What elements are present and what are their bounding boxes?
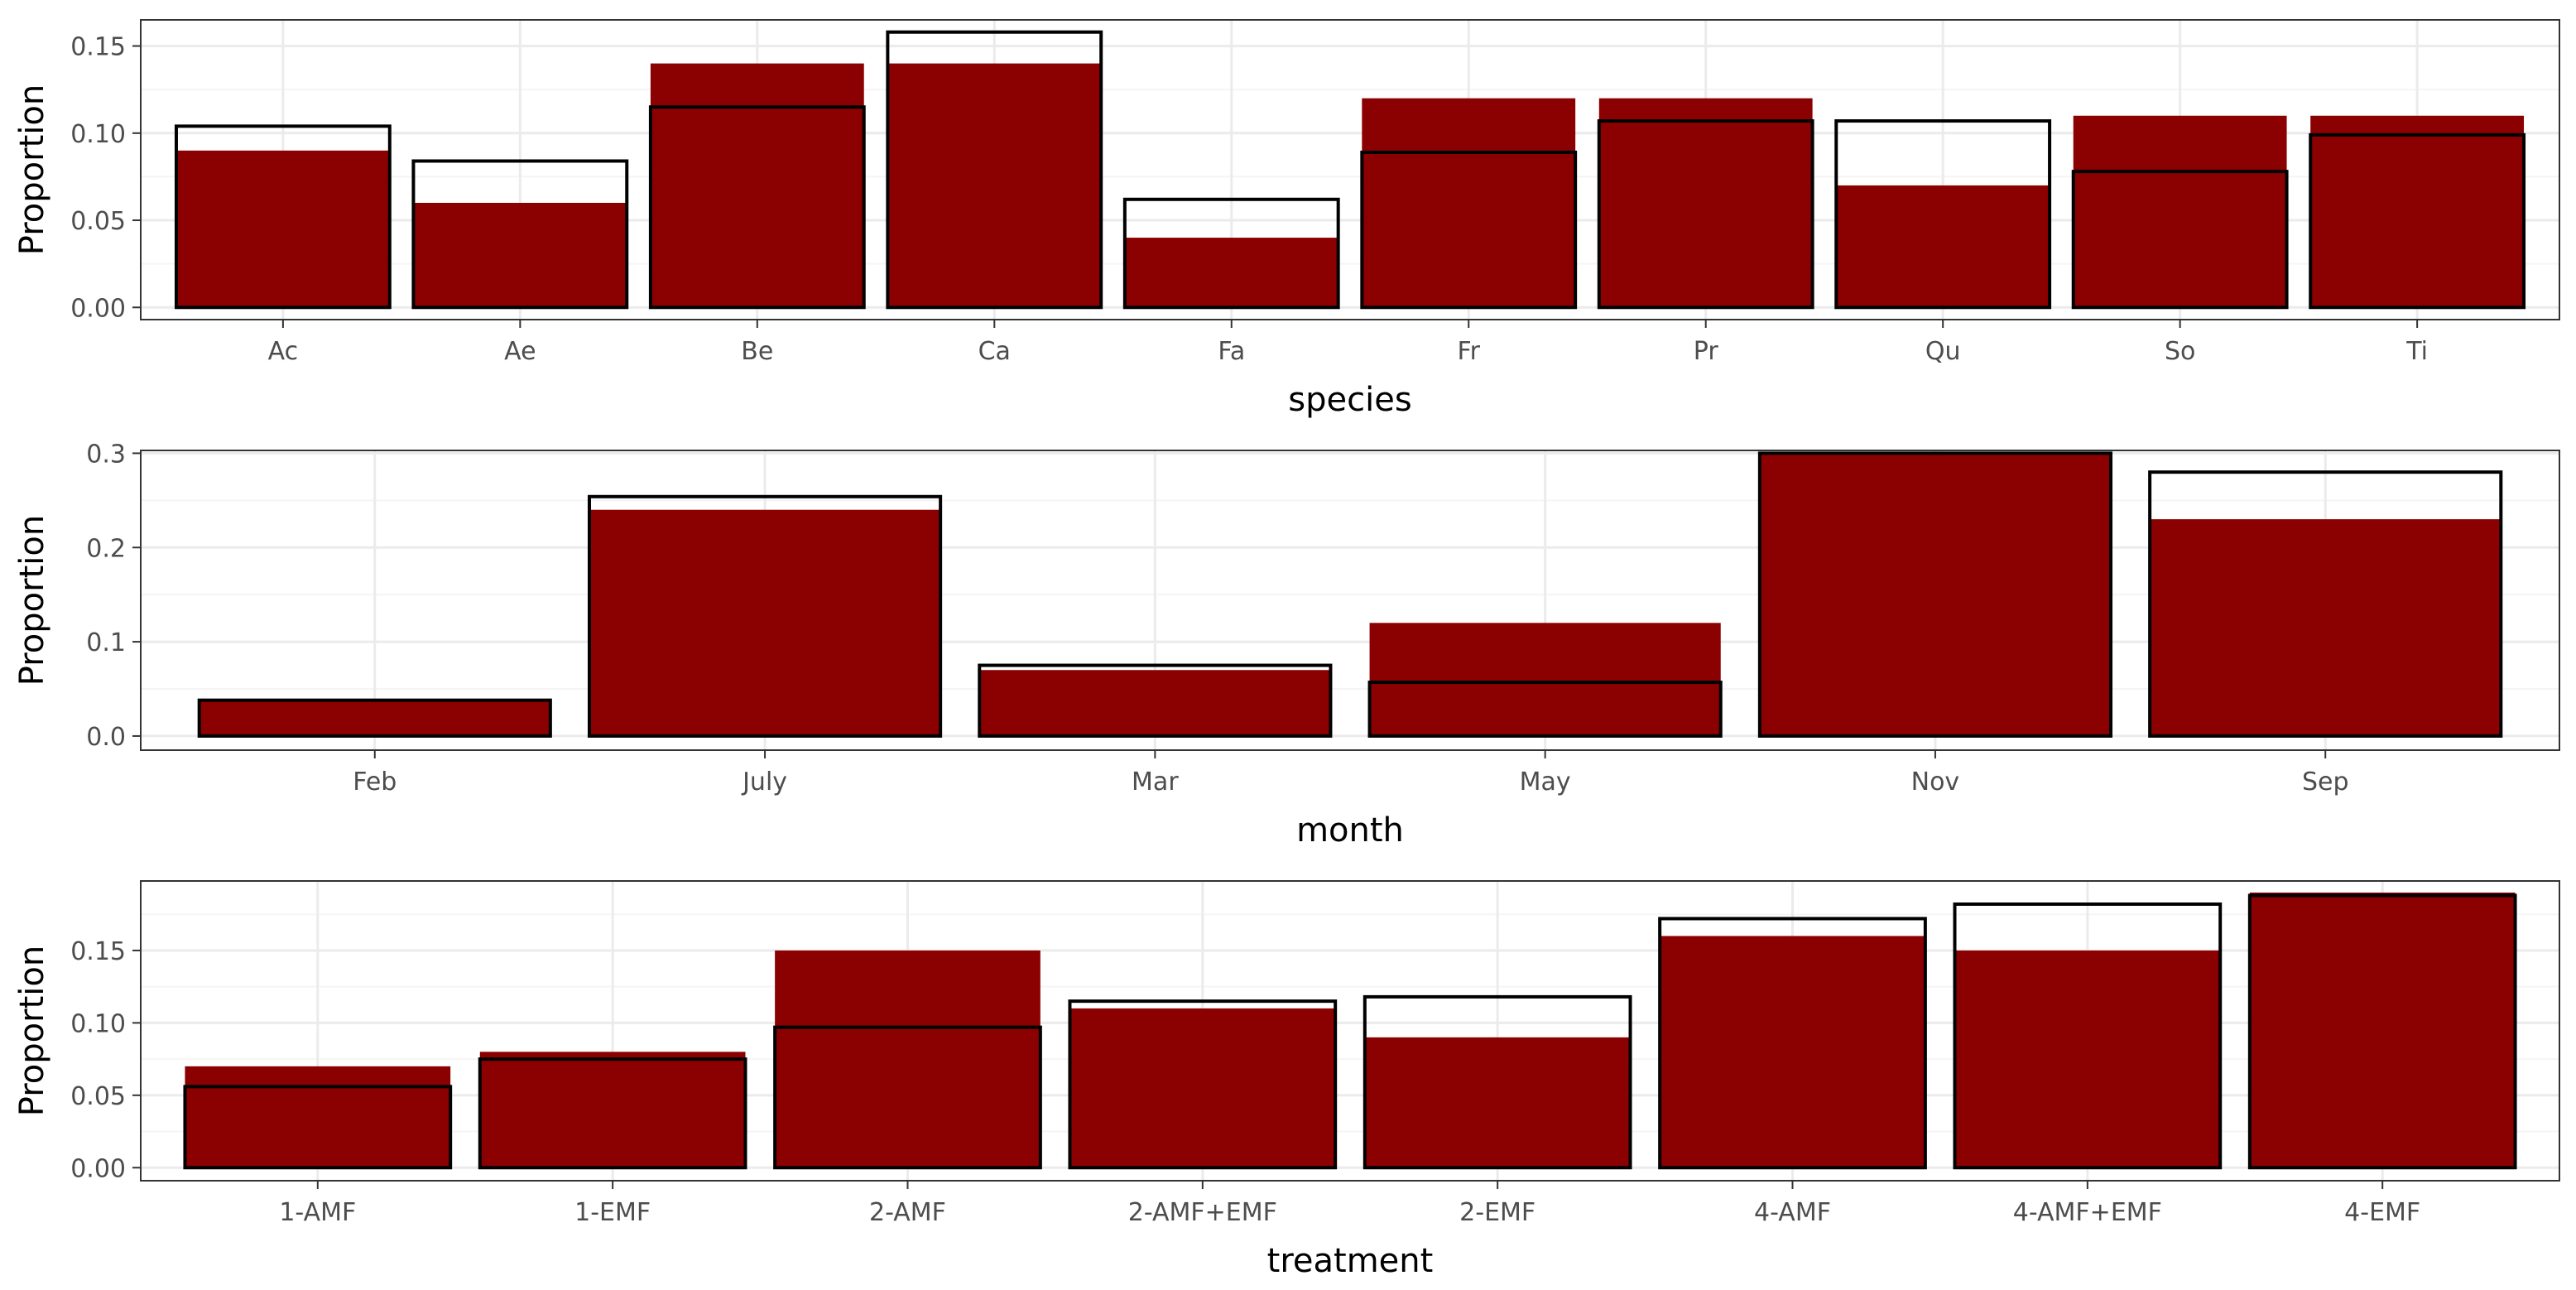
bar-filled-May [1369,623,1721,736]
bar-filled-Ca [887,63,1102,308]
bar-outline-Nov [1757,451,2113,738]
bar-outline-Qu [1834,119,2052,310]
bar-outline-1-AMF [183,1085,453,1170]
x-tick-label: So [2165,337,2195,366]
bar-filled-Sep [2150,519,2502,736]
bar-filled-2-AMF+EMF [1069,1008,1336,1168]
x-axis-title: month [1296,811,1404,850]
panel-border [140,19,2560,320]
x-tick-label: 2-AMF+EMF [1128,1198,1277,1227]
y-tick-label: 0.1 [86,628,126,657]
x-tick-label: Mar [1132,768,1179,797]
bar-outline-4-AMF+EMF [1953,902,2223,1170]
y-axis-title: Proportion [13,946,51,1116]
bar-outline-Ca [886,30,1103,310]
bar-outline-Sep [2148,470,2503,738]
bar-filled-Fr [1362,98,1576,308]
y-tick-label: 0.05 [70,207,126,236]
bar-outline-Ae [411,159,629,310]
x-tick-label: Ti [2405,337,2428,366]
panel-border [140,450,2560,751]
y-tick-label: 0.00 [70,294,126,323]
bar-filled-1-EMF [479,1052,746,1168]
y-tick-label: 0.00 [70,1154,126,1183]
bar-filled-4-AMF [1660,936,1925,1168]
x-tick-label: 4-AMF [1754,1198,1831,1227]
x-tick-label: Pr [1694,337,1719,366]
bar-filled-So [2073,115,2287,308]
bar-outline-Feb [197,698,552,738]
bar-filled-Ae [413,202,627,308]
x-tick-label: 1-AMF [279,1198,356,1227]
x-tick-label: 1-EMF [574,1198,651,1227]
bar-outline-So [2071,170,2289,310]
bar-outline-4-AMF [1658,917,1927,1170]
y-tick-label: 0.2 [86,534,126,563]
y-tick-label: 0.05 [70,1082,126,1111]
y-tick-label: 0.0 [86,723,126,752]
y-tick-label: 0.15 [70,937,126,966]
bar-filled-Mar [979,670,1331,736]
bar-filled-Ti [2310,115,2525,308]
bar-outline-1-EMF [478,1057,747,1170]
bar-filled-July [589,509,941,736]
bar-outline-July [587,494,943,738]
x-axis-title: treatment [1267,1242,1434,1280]
panel-treatment: 0.00 0.05 0.10 0.15 1-AMF 1-EMF 2-AMF 2-AMF+EMF… [13,880,2560,1280]
bar-outline-Ti [2309,132,2526,310]
bar-filled-2-AMF [775,950,1040,1168]
x-tick-label: Fr [1458,337,1481,366]
x-tick-label: July [741,768,787,797]
bar-filled-Pr [1598,98,1813,308]
bar-filled-Qu [1836,185,2050,308]
x-tick-label: 4-EMF [2344,1198,2420,1227]
x-tick-label: 2-AMF [869,1198,946,1227]
bar-outline-May [1367,681,1723,738]
x-tick-label: Feb [353,768,396,797]
y-tick-label: 0.10 [70,1009,126,1038]
panel-species: 0.00 0.05 0.10 0.15 Ac Ae Be Ca Fa Fr Pr Qu So Ti spec… [13,19,2560,419]
bar-filled-Be [650,63,864,308]
x-tick-label: Ca [978,337,1011,366]
bar-outline-4-EMF [2247,893,2517,1170]
y-tick-label: 0.3 [86,440,126,469]
bar-filled-4-EMF [2249,892,2516,1168]
x-tick-label: Ac [268,337,299,366]
bar-outline-2-AMF+EMF [1068,999,1338,1170]
bar-outline-Be [648,105,866,310]
bar-filled-Feb [199,700,550,736]
x-tick-label: Be [741,337,773,366]
x-tick-label: 4-AMF+EMF [2013,1198,2162,1227]
x-tick-label: 2-EMF [1459,1198,1536,1227]
bar-filled-Ac [175,150,390,308]
bar-outline-2-AMF [773,1025,1042,1170]
panel-border [140,880,2560,1182]
x-tick-label: Nov [1911,768,1960,797]
bar-filled-1-AMF [185,1066,451,1168]
x-tick-label: Fa [1218,337,1245,366]
bar-outline-Fa [1122,197,1340,310]
y-tick-label: 0.10 [70,120,126,149]
y-axis-title: Proportion [13,515,51,686]
bar-filled-2-EMF [1364,1037,1631,1168]
y-tick-label: 0.15 [70,33,126,62]
bar-outline-Ac [174,124,392,310]
bar-outline-Mar [978,663,1333,738]
x-tick-label: Sep [2302,768,2349,797]
bar-outline-Fr [1360,150,1578,310]
x-axis-title: species [1288,381,1411,419]
bar-outline-2-EMF [1362,994,1632,1170]
y-axis-title: Proportion [13,84,51,255]
bar-filled-Nov [1759,453,2112,736]
panel-month: 0.0 0.1 0.2 0.3 Feb July Mar May Nov Sep month Prop… [13,440,2560,850]
x-tick-label: May [1520,768,1571,797]
x-tick-label: Qu [1925,337,1961,366]
x-tick-label: Ae [504,337,536,366]
bar-outline-Pr [1597,119,1814,310]
bar-filled-4-AMF+EMF [1954,950,2221,1168]
bar-filled-Fa [1124,238,1338,308]
